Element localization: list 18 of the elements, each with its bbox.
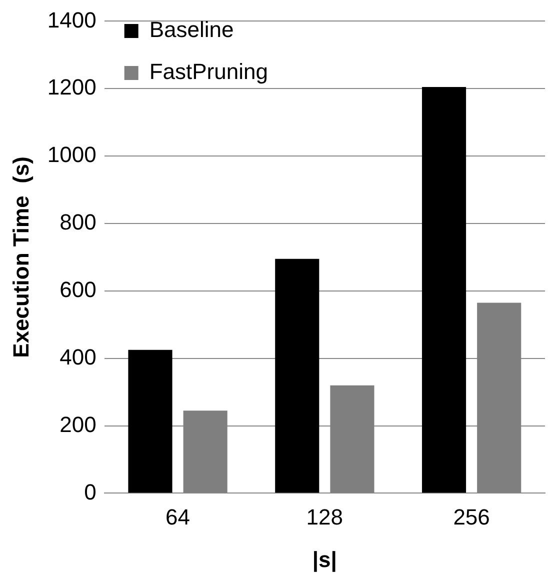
y-tick-label: 1000: [47, 142, 96, 168]
bar: [275, 258, 320, 493]
y-tick-label: 200: [60, 412, 96, 437]
bar: [128, 350, 172, 493]
y-tick-label: 1400: [47, 7, 96, 32]
y-tick-label: 800: [60, 210, 96, 235]
y-tick-label: 600: [60, 276, 96, 302]
legend-label: Baseline: [149, 17, 234, 42]
legend-label: FastPruning: [149, 59, 268, 84]
x-tick-label: 64: [166, 504, 190, 530]
x-axis-title: |s|: [312, 546, 337, 572]
y-axis-title: Execution Time (s): [8, 156, 34, 358]
x-tick-label: 256: [453, 504, 490, 530]
y-tick-label: 0: [84, 479, 96, 504]
x-tick-label: 128: [306, 504, 344, 530]
y-tick-label: 400: [60, 344, 96, 370]
bar: [422, 86, 466, 493]
y-tick-label: 1200: [47, 74, 96, 100]
